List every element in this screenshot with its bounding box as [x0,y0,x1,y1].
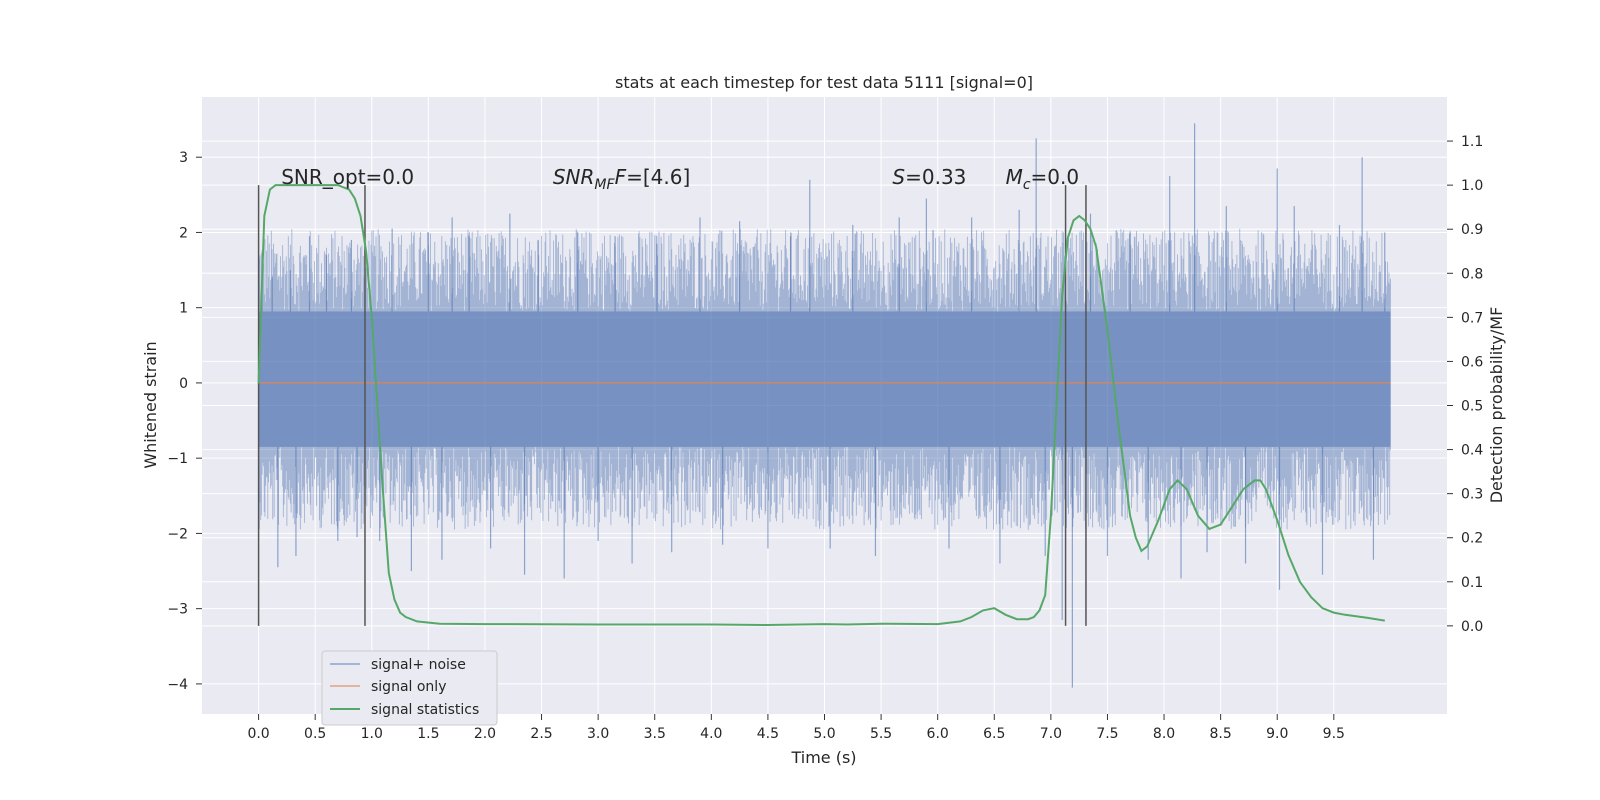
y2-tick-label: 0.4 [1461,443,1483,459]
x-tick-label: 9.0 [1266,726,1288,742]
x-tick-label: 3.5 [644,726,666,742]
signal-statistics-line [257,184,1385,627]
x-tick-label: 8.5 [1210,726,1232,742]
y-tick-label: −1 [167,451,188,467]
x-tick-label: 1.0 [361,726,383,742]
y2-tick-label: 0.7 [1461,310,1483,326]
legend-label-signal-only: signal only [371,679,446,695]
x-tick-label: 3.0 [587,726,609,742]
x-tick-label: 4.5 [757,726,779,742]
y2-tick-label: 0.0 [1461,619,1483,635]
x-tick-label: 6.5 [983,726,1005,742]
y2-axis-label: Detection probability/MF [1487,307,1506,504]
stats-annotation: Mc=0.0 [1006,165,1080,193]
legend-label-signal-noise: signal+ noise [371,657,466,673]
legend-label-signal-statistics: signal statistics [371,702,479,718]
x-tick-label: 0.0 [247,726,269,742]
x-tick-label: 7.0 [1040,726,1062,742]
x-tick-label: 8.0 [1153,726,1175,742]
stats-annotation: S=0.33 [892,165,966,189]
y-tick-label: −2 [167,526,188,542]
y-tick-label: −3 [167,602,188,618]
x-tick-label: 2.0 [474,726,496,742]
y2-tick-label: 0.8 [1461,266,1483,282]
y-axis-label: Whitened strain [141,341,160,468]
y2-tick-label: 0.1 [1461,575,1483,591]
x-tick-label: 5.5 [870,726,892,742]
y-tick-label: 2 [179,225,188,241]
x-axis-label: Time (s) [790,748,856,767]
y-tick-label: 1 [179,301,188,317]
y-tick-label: −4 [167,677,188,693]
stats-annotation: SNR_opt=0.0 [281,165,414,189]
y2-tick-label: 0.6 [1461,354,1483,370]
x-tick-label: 9.5 [1323,726,1345,742]
legend-box [321,650,498,726]
y2-tick-label: 0.5 [1461,399,1483,415]
y2-tick-label: 1.1 [1461,134,1483,150]
x-tick-label: 0.5 [304,726,326,742]
legend: signal+ noise signal only signal statist… [321,650,498,726]
x-tick-label: 1.5 [417,726,439,742]
x-tick-label: 2.5 [530,726,552,742]
x-tick-label: 7.5 [1096,726,1118,742]
x-tick-label: 5.0 [813,726,835,742]
y2-tick-label: 0.9 [1461,222,1483,238]
noise-band [258,311,1391,447]
y2-tick-label: 1.0 [1461,178,1483,194]
x-tick-label: 6.0 [927,726,949,742]
y2-tick-label: 0.3 [1461,487,1483,503]
chart-title: stats at each timestep for test data 511… [615,73,1033,92]
y-tick-label: 3 [179,150,188,166]
y-tick-label: 0 [179,376,188,392]
x-tick-label: 4.0 [700,726,722,742]
stats-annotation: SNRMFF=[4.6] [553,165,690,193]
y2-tick-label: 0.2 [1461,531,1483,547]
